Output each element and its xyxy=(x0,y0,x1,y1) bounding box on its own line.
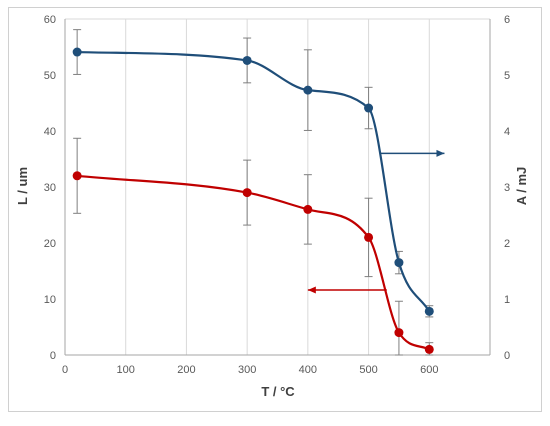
y-right-tick-label: 2 xyxy=(504,238,510,250)
arrow-head xyxy=(307,286,316,294)
series-layer xyxy=(72,29,434,356)
x-tick-label: 600 xyxy=(420,364,438,376)
y-right-tick-label: 0 xyxy=(504,350,510,362)
data-point xyxy=(303,85,313,95)
y-right-tick-label: 1 xyxy=(504,294,510,306)
series-1 xyxy=(72,137,434,356)
annotation-arrow-left-axis xyxy=(307,286,387,294)
y-left-tick-label: 0 xyxy=(50,350,56,362)
data-point xyxy=(72,47,82,57)
annotations xyxy=(307,149,445,294)
data-point xyxy=(303,204,313,214)
data-point xyxy=(242,188,252,198)
annotation-arrow-right-axis xyxy=(380,149,445,157)
data-point xyxy=(394,328,404,338)
y-right-tick-labels: 0 1 2 3 4 5 6 xyxy=(504,14,510,362)
x-tick-label: 500 xyxy=(359,364,377,376)
data-point xyxy=(364,103,374,113)
x-tick-label: 400 xyxy=(299,364,317,376)
y-left-tick-label: 40 xyxy=(44,126,56,138)
x-tick-label: 200 xyxy=(177,364,195,376)
data-point xyxy=(364,232,374,242)
y-right-axis-label: A / mJ xyxy=(514,167,529,206)
data-point xyxy=(424,344,434,354)
y-right-tick-label: 4 xyxy=(504,126,510,138)
y-left-tick-label: 20 xyxy=(44,238,56,250)
y-left-tick-label: 60 xyxy=(44,14,56,26)
y-left-axis-label: L / um xyxy=(15,167,30,205)
y-right-tick-label: 3 xyxy=(504,182,510,194)
x-tick-labels: 0 100 200 300 400 500 600 xyxy=(62,364,439,376)
arrow-head xyxy=(436,149,445,157)
data-point xyxy=(72,171,82,181)
y-left-tick-label: 10 xyxy=(44,294,56,306)
x-tick-label: 100 xyxy=(117,364,135,376)
y-right-tick-label: 5 xyxy=(504,70,510,82)
x-tick-label: 300 xyxy=(238,364,256,376)
axes xyxy=(64,19,491,356)
data-point xyxy=(424,306,434,316)
y-left-tick-label: 30 xyxy=(44,182,56,194)
chart-border xyxy=(8,7,542,412)
y-left-tick-label: 50 xyxy=(44,70,56,82)
data-point xyxy=(242,55,252,65)
x-axis-label: T / °C xyxy=(261,384,295,399)
data-point xyxy=(394,258,404,268)
y-left-tick-labels: 0 10 20 30 40 50 60 xyxy=(44,14,56,362)
x-tick-label: 0 xyxy=(62,364,68,376)
series-0 xyxy=(72,29,434,318)
y-right-tick-label: 6 xyxy=(504,14,510,26)
